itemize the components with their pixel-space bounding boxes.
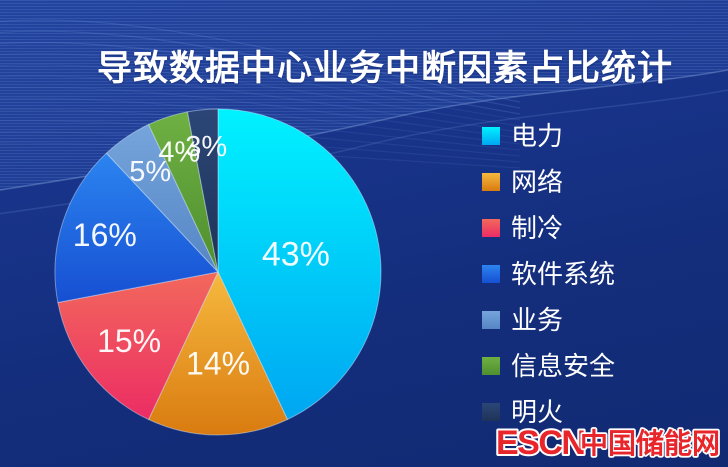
pie-slice-network	[147, 270, 289, 436]
legend-swatch-network	[482, 172, 500, 191]
legend-label-fire: 明火	[511, 396, 564, 427]
legend-item-infosec: 信息安全	[482, 351, 615, 380]
legend-label-power: 电力	[511, 120, 564, 151]
legend-item-cooling: 制冷	[482, 213, 615, 242]
legend-label-infosec: 信息安全	[511, 350, 616, 381]
legend-item-network: 网络	[482, 167, 615, 196]
legend-swatch-power	[482, 126, 500, 145]
legend-swatch-infosec	[482, 356, 500, 375]
legend-swatch-cooling	[482, 218, 500, 237]
legend-swatch-business	[482, 310, 500, 329]
pie-label-cooling: 15%	[97, 323, 161, 359]
legend-swatch-fire	[482, 402, 500, 421]
legend-item-business: 业务	[482, 305, 615, 334]
legend-item-software: 软件系统	[482, 259, 615, 288]
pie-label-fire: 3%	[185, 131, 227, 163]
pie-chart: 43%14%15%16%5%4%3%	[54, 108, 382, 436]
escn-logo-cjk-text: 中国储能网	[580, 428, 720, 459]
legend-item-power: 电力	[482, 121, 615, 150]
escn-logo-text: ESCN	[496, 424, 584, 462]
chart-legend: 电力网络制冷软件系统业务信息安全明火	[482, 121, 615, 443]
pie-label-power: 43%	[262, 236, 330, 274]
pie-slice-cooling	[57, 271, 219, 421]
legend-item-fire: 明火	[482, 397, 615, 426]
chart-title: 导致数据中心业务中断因素占比统计	[97, 49, 674, 88]
legend-label-cooling: 制冷	[511, 212, 564, 243]
legend-swatch-software	[482, 264, 500, 283]
legend-label-software: 软件系统	[511, 258, 616, 289]
pie-label-network: 14%	[186, 345, 250, 381]
pie-label-software: 16%	[73, 217, 137, 253]
legend-label-network: 网络	[511, 166, 564, 197]
escn-watermark: ESCN 中国储能网	[494, 422, 722, 464]
legend-label-business: 业务	[511, 304, 564, 335]
